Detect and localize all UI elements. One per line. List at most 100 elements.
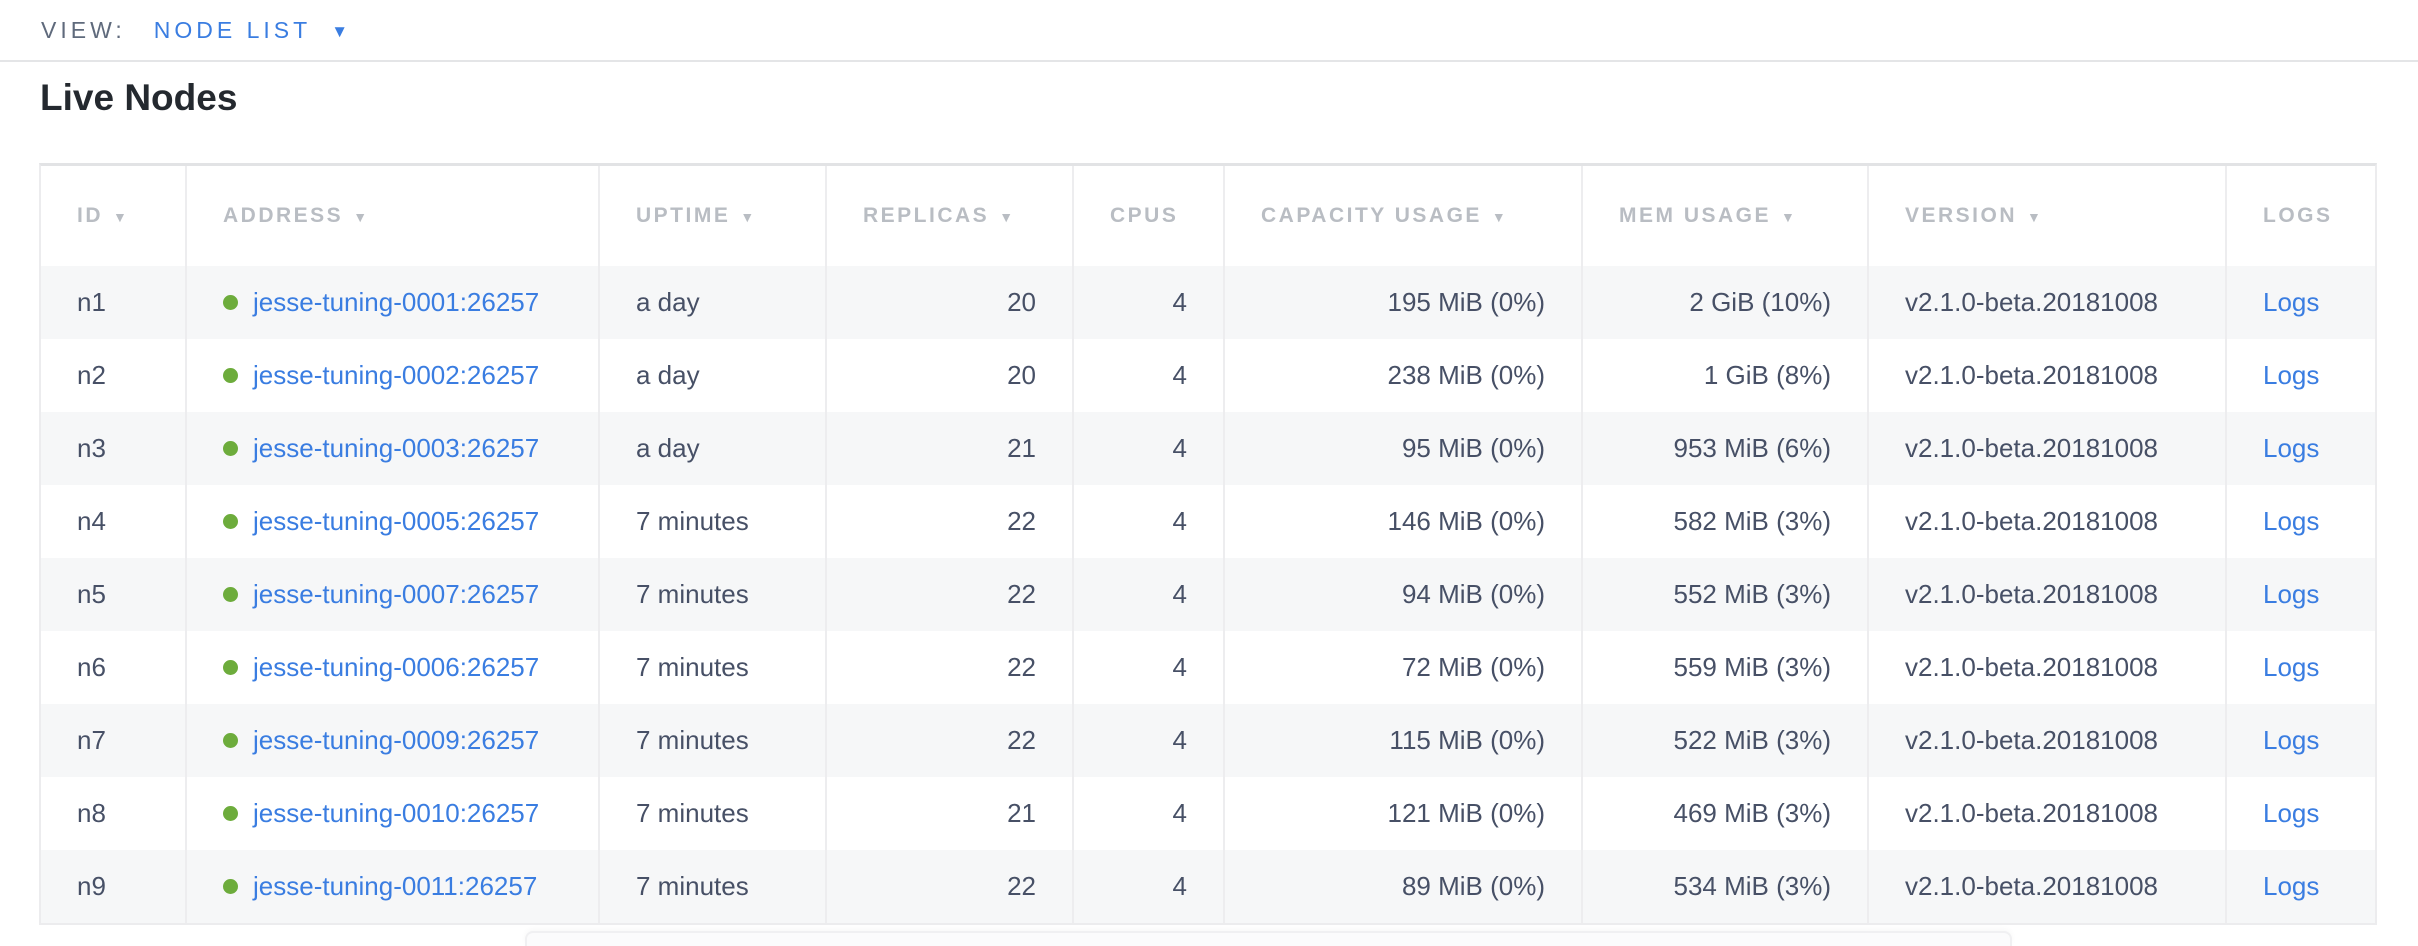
column-header-label: UPTIME [636, 204, 731, 227]
column-header-cpus: CPUS [1074, 166, 1225, 266]
cell-cpus: 4 [1074, 412, 1225, 485]
column-header-label: CAPACITY USAGE [1261, 204, 1482, 227]
cell-id: n1 [41, 266, 187, 339]
cell-uptime: 7 minutes [600, 631, 827, 704]
live-nodes-table: ID ▼ ADDRESS ▼ UPTIME ▼ REPLICAS ▼ CPUS CAPACITY … [39, 163, 2377, 925]
table-row: n9 jesse-tuning-0011:26257 7 minutes 22 4 89 … [41, 850, 2375, 923]
column-header-uptime[interactable]: UPTIME ▼ [600, 166, 827, 266]
cell-version: v2.1.0-beta.20181008 [1869, 850, 2227, 923]
logs-link[interactable]: Logs [2263, 652, 2320, 682]
cell-replicas: 22 [827, 704, 1074, 777]
cell-capacity: 95 MiB (0%) [1225, 412, 1583, 485]
cell-replicas: 22 [827, 631, 1074, 704]
node-address-link[interactable]: jesse-tuning-0002:26257 [253, 360, 540, 390]
cell-version: v2.1.0-beta.20181008 [1869, 631, 2227, 704]
sort-arrow-icon: ▼ [353, 209, 370, 225]
table-row: n8 jesse-tuning-0010:26257 7 minutes 21 4 121… [41, 777, 2375, 850]
column-header-capacity[interactable]: CAPACITY USAGE ▼ [1225, 166, 1583, 266]
logs-link[interactable]: Logs [2263, 360, 2320, 390]
column-header-label: CPUS [1110, 204, 1179, 227]
cell-mem: 2 GiB (10%) [1583, 266, 1869, 339]
cell-address: jesse-tuning-0010:26257 [187, 777, 600, 850]
logs-link[interactable]: Logs [2263, 579, 2320, 609]
cell-uptime: 7 minutes [600, 704, 827, 777]
cell-capacity: 89 MiB (0%) [1225, 850, 1583, 923]
logs-link[interactable]: Logs [2263, 725, 2320, 755]
cell-capacity: 146 MiB (0%) [1225, 485, 1583, 558]
cell-cpus: 4 [1074, 777, 1225, 850]
cell-replicas: 20 [827, 339, 1074, 412]
node-healthy-dot-icon [223, 879, 238, 894]
node-address-link[interactable]: jesse-tuning-0006:26257 [253, 652, 540, 682]
column-header-label: ADDRESS [223, 204, 344, 227]
table-header-row: ID ▼ ADDRESS ▼ UPTIME ▼ REPLICAS ▼ CPUS CAPACITY … [41, 166, 2375, 266]
cell-mem: 522 MiB (3%) [1583, 704, 1869, 777]
cell-id: n3 [41, 412, 187, 485]
logs-link[interactable]: Logs [2263, 798, 2320, 828]
view-label: VIEW: [41, 16, 126, 43]
cell-uptime: 7 minutes [600, 850, 827, 923]
cell-address: jesse-tuning-0009:26257 [187, 704, 600, 777]
column-header-id[interactable]: ID ▼ [41, 166, 187, 266]
cell-capacity: 121 MiB (0%) [1225, 777, 1583, 850]
logs-link[interactable]: Logs [2263, 506, 2320, 536]
cell-id: n2 [41, 339, 187, 412]
cell-id: n7 [41, 704, 187, 777]
page-title: Live Nodes [40, 77, 238, 118]
cell-version: v2.1.0-beta.20181008 [1869, 339, 2227, 412]
cell-cpus: 4 [1074, 339, 1225, 412]
cell-logs: Logs [2227, 266, 2375, 339]
column-header-version[interactable]: VERSION ▼ [1869, 166, 2227, 266]
table-row: n7 jesse-tuning-0009:26257 7 minutes 22 4 115… [41, 704, 2375, 777]
node-address-link[interactable]: jesse-tuning-0001:26257 [253, 287, 540, 317]
cell-replicas: 22 [827, 558, 1074, 631]
logs-link[interactable]: Logs [2263, 871, 2320, 901]
column-header-logs: LOGS [2227, 166, 2375, 266]
cell-address: jesse-tuning-0001:26257 [187, 266, 600, 339]
cell-version: v2.1.0-beta.20181008 [1869, 485, 2227, 558]
sort-arrow-icon: ▼ [113, 209, 130, 225]
table-row: n4 jesse-tuning-0005:26257 7 minutes 22 4 146… [41, 485, 2375, 558]
logs-link[interactable]: Logs [2263, 287, 2320, 317]
node-healthy-dot-icon [223, 587, 238, 602]
cell-cpus: 4 [1074, 485, 1225, 558]
table-row: n1 jesse-tuning-0001:26257 a day 20 4 195 MiB… [41, 266, 2375, 339]
view-selector-bar: VIEW: NODE LIST ▼ [0, 0, 2418, 62]
cell-replicas: 21 [827, 777, 1074, 850]
cell-capacity: 115 MiB (0%) [1225, 704, 1583, 777]
cell-mem: 534 MiB (3%) [1583, 850, 1869, 923]
node-address-link[interactable]: jesse-tuning-0010:26257 [253, 798, 540, 828]
cell-id: n5 [41, 558, 187, 631]
cell-id: n9 [41, 850, 187, 923]
view-dropdown[interactable]: NODE LIST ▼ [154, 17, 348, 44]
cell-logs: Logs [2227, 704, 2375, 777]
sort-arrow-icon: ▼ [1781, 209, 1798, 225]
cell-capacity: 238 MiB (0%) [1225, 339, 1583, 412]
cell-version: v2.1.0-beta.20181008 [1869, 704, 2227, 777]
cell-capacity: 72 MiB (0%) [1225, 631, 1583, 704]
node-address-link[interactable]: jesse-tuning-0011:26257 [253, 871, 538, 901]
node-address-link[interactable]: jesse-tuning-0005:26257 [253, 506, 540, 536]
table-row: n2 jesse-tuning-0002:26257 a day 20 4 238 MiB… [41, 339, 2375, 412]
column-header-mem[interactable]: MEM USAGE ▼ [1583, 166, 1869, 266]
column-header-label: VERSION [1905, 204, 2018, 227]
column-header-address[interactable]: ADDRESS ▼ [187, 166, 600, 266]
cell-address: jesse-tuning-0007:26257 [187, 558, 600, 631]
node-healthy-dot-icon [223, 660, 238, 675]
cell-capacity: 94 MiB (0%) [1225, 558, 1583, 631]
table-row: n3 jesse-tuning-0003:26257 a day 21 4 95 MiB … [41, 412, 2375, 485]
node-address-link[interactable]: jesse-tuning-0003:26257 [253, 433, 540, 463]
cell-version: v2.1.0-beta.20181008 [1869, 777, 2227, 850]
cell-version: v2.1.0-beta.20181008 [1869, 266, 2227, 339]
cell-uptime: a day [600, 266, 827, 339]
cell-cpus: 4 [1074, 266, 1225, 339]
node-address-link[interactable]: jesse-tuning-0009:26257 [253, 725, 540, 755]
column-header-replicas[interactable]: REPLICAS ▼ [827, 166, 1074, 266]
cell-logs: Logs [2227, 339, 2375, 412]
cell-id: n8 [41, 777, 187, 850]
cell-replicas: 21 [827, 412, 1074, 485]
logs-link[interactable]: Logs [2263, 433, 2320, 463]
cell-uptime: a day [600, 339, 827, 412]
node-address-link[interactable]: jesse-tuning-0007:26257 [253, 579, 540, 609]
node-healthy-dot-icon [223, 295, 238, 310]
